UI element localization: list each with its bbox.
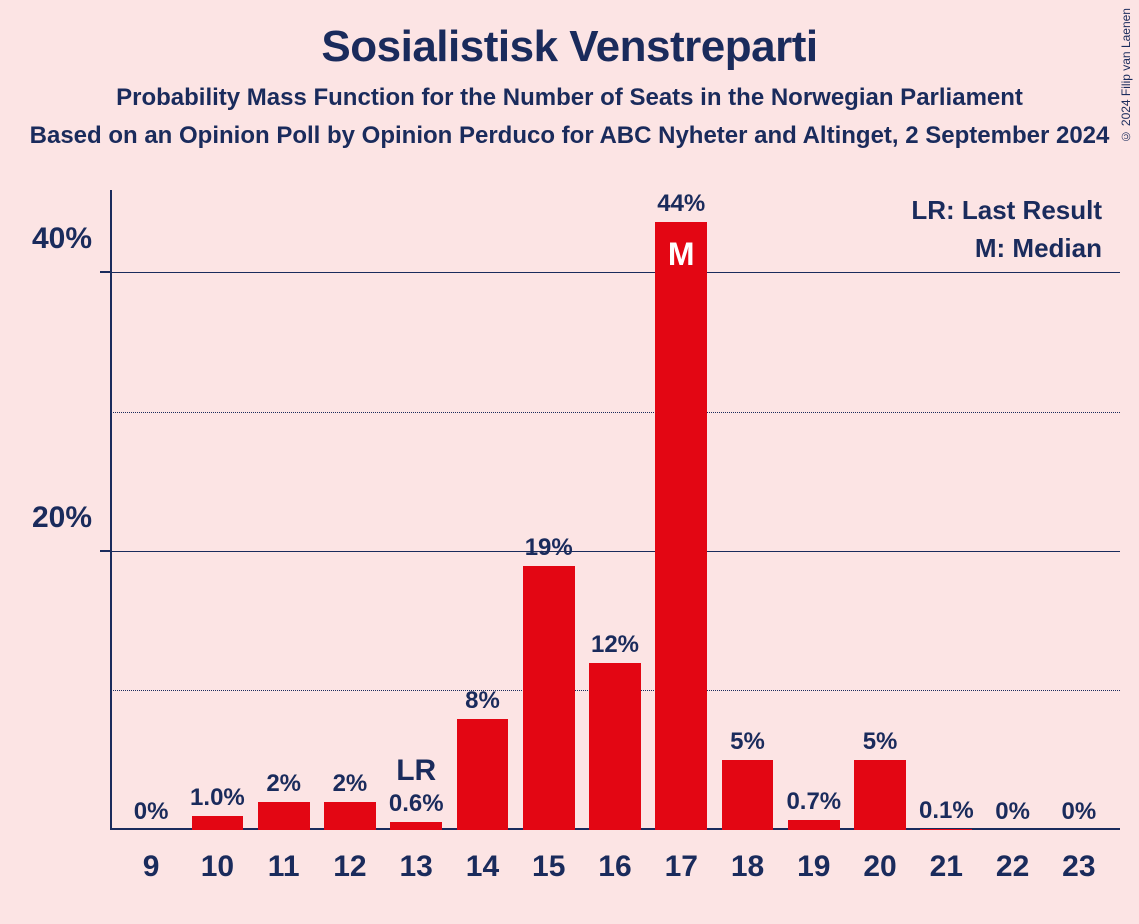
- bar-slot: 0.1%: [913, 190, 979, 830]
- x-tick-label: 18: [714, 840, 780, 884]
- title-main: Sosialistisk Venstreparti: [0, 22, 1139, 72]
- bar-value-label: 0.7%: [786, 788, 841, 816]
- bar-rect: M: [655, 222, 707, 830]
- bar-rect: [788, 820, 840, 830]
- y-tick-label: 20%: [32, 501, 92, 535]
- bar-slot: 0%: [1046, 190, 1112, 830]
- bar-annotation-above: LR: [396, 754, 436, 788]
- bar-value-label: 12%: [591, 631, 639, 659]
- title-subtitle-2: Based on an Opinion Poll by Opinion Perd…: [0, 122, 1139, 150]
- x-tick-label: 20: [847, 840, 913, 884]
- bar-rect: [457, 719, 509, 830]
- bar-rect: [390, 822, 442, 830]
- bar-slot: 5%: [847, 190, 913, 830]
- bar-value-label: 8%: [465, 687, 500, 715]
- bar-slot: 0%: [979, 190, 1045, 830]
- bar-rect: [722, 760, 774, 830]
- bar-rect: [854, 760, 906, 830]
- x-tick-label: 15: [516, 840, 582, 884]
- bar-value-label: 0%: [995, 798, 1030, 826]
- bar-value-label: 2%: [333, 770, 368, 798]
- x-tick-label: 13: [383, 840, 449, 884]
- x-tick-label: 17: [648, 840, 714, 884]
- plot-area: 20%40% LR: Last Result M: Median 0%1.0%2…: [110, 190, 1120, 830]
- bar-slot: 1.0%: [184, 190, 250, 830]
- bar-rect: [920, 829, 972, 830]
- bar-slot: LR0.6%: [383, 190, 449, 830]
- x-tick-label: 23: [1046, 840, 1112, 884]
- bar-value-label: 0%: [1062, 798, 1097, 826]
- bar-slot: 0.7%: [781, 190, 847, 830]
- bar-value-label: 2%: [266, 770, 301, 798]
- x-tick-label: 21: [913, 840, 979, 884]
- bar-value-label: 44%: [657, 190, 705, 218]
- x-tick-label: 12: [317, 840, 383, 884]
- chart-titles: Sosialistisk Venstreparti Probability Ma…: [0, 0, 1139, 150]
- bars-container: 0% 1.0% 2% 2% LR0.6% 8% 19% 12% 44% M 5% 0.7% 5% 0.1%…: [110, 190, 1120, 830]
- bar-slot: 8%: [449, 190, 515, 830]
- x-tick-label: 19: [781, 840, 847, 884]
- x-tick-label: 16: [582, 840, 648, 884]
- bar-slot: 2%: [251, 190, 317, 830]
- y-tick: [100, 550, 110, 552]
- x-tick-label: 10: [184, 840, 250, 884]
- bar-annotation-inside: M: [655, 236, 707, 273]
- copyright-text: © 2024 Filip van Laenen: [1119, 8, 1133, 143]
- bar-value-label: 0%: [134, 798, 169, 826]
- bar-rect: [258, 802, 310, 830]
- bar-slot: 44% M: [648, 190, 714, 830]
- x-tick-label: 11: [251, 840, 317, 884]
- bar-slot: 5%: [714, 190, 780, 830]
- bar-rect: [192, 816, 244, 830]
- x-tick-label: 9: [118, 840, 184, 884]
- bar-rect: [324, 802, 376, 830]
- bar-rect: [589, 663, 641, 830]
- chart-container: 20%40% LR: Last Result M: Median 0%1.0%2…: [0, 180, 1139, 924]
- x-labels: 91011121314151617181920212223: [110, 840, 1120, 884]
- x-tick-label: 14: [449, 840, 515, 884]
- bar-slot: 2%: [317, 190, 383, 830]
- x-tick-label: 22: [979, 840, 1045, 884]
- bar-slot: 12%: [582, 190, 648, 830]
- bar-value-label: 19%: [525, 534, 573, 562]
- bar-value-label: 5%: [730, 728, 765, 756]
- y-tick-label: 40%: [32, 222, 92, 256]
- bar-value-label: 0.1%: [919, 797, 974, 825]
- bar-value-label: 5%: [863, 728, 898, 756]
- y-tick: [100, 271, 110, 273]
- title-subtitle-1: Probability Mass Function for the Number…: [0, 84, 1139, 112]
- bar-value-label: 1.0%: [190, 784, 245, 812]
- bar-slot: 19%: [516, 190, 582, 830]
- bar-slot: 0%: [118, 190, 184, 830]
- bar-value-label: 0.6%: [389, 790, 444, 818]
- bar-rect: [523, 566, 575, 830]
